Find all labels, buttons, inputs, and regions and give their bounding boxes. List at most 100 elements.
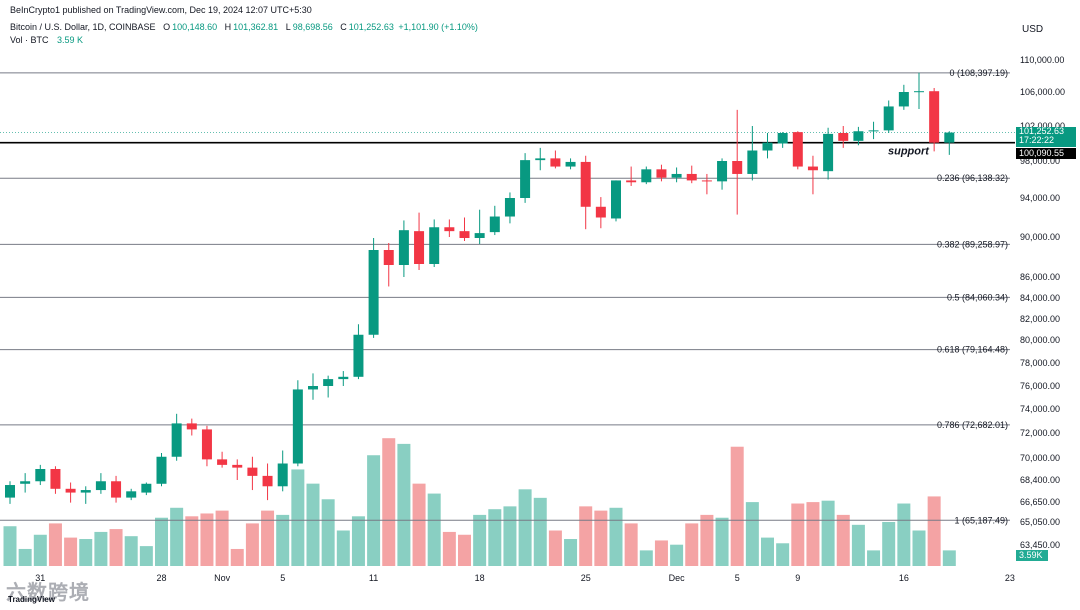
last-price-tag: 101,252.63 17:22:22 <box>1016 127 1076 147</box>
candle-body <box>580 161 591 207</box>
volume-bar <box>33 534 47 566</box>
volume-bar <box>382 438 396 566</box>
change-value: +1,101.90 (+1.10%) <box>398 22 478 32</box>
volume-bar <box>639 550 653 566</box>
support-price-tag: 100,090.55 <box>1016 148 1076 159</box>
volume-bar <box>261 510 275 566</box>
volume-value: 3.59 K <box>57 35 84 45</box>
candle-body <box>201 429 212 460</box>
volume-bar <box>533 497 547 566</box>
y-axis-tick-label: 66,650.00 <box>1020 497 1060 507</box>
candle-body <box>868 130 879 132</box>
volume-bar <box>336 530 350 566</box>
candle-body <box>383 250 394 265</box>
y-axis-tick-label: 94,000.00 <box>1020 193 1060 203</box>
candle-body <box>626 180 637 183</box>
volume-bar <box>670 544 684 566</box>
x-axis-tick-label: 5 <box>735 573 740 583</box>
high-value: 101,362.81 <box>233 22 279 32</box>
candle-body <box>80 490 91 493</box>
candle-body <box>489 216 500 233</box>
candle-body <box>838 133 849 141</box>
volume-bar <box>579 506 593 566</box>
volume-bar <box>624 523 638 566</box>
candle-body <box>50 469 61 489</box>
y-axis-tick-label: 90,000.00 <box>1020 232 1060 242</box>
volume-bar <box>548 530 562 566</box>
candle-body <box>111 481 122 498</box>
volume-bar <box>367 455 381 566</box>
tradingview-logo: TradingView <box>8 595 55 604</box>
volume-bar <box>79 539 93 566</box>
candle-body <box>141 483 152 493</box>
candle-body <box>504 198 515 217</box>
volume-bar <box>851 524 865 566</box>
candle-body <box>20 481 31 484</box>
volume-bar <box>427 493 441 566</box>
y-axis-tick-label: 84,000.00 <box>1020 293 1060 303</box>
candle-body <box>186 423 197 430</box>
candle-body <box>641 169 652 183</box>
y-axis-tick-label: 70,000.00 <box>1020 453 1060 463</box>
volume-bar <box>155 517 168 566</box>
candle-body <box>95 481 106 491</box>
volume-bar <box>170 507 184 566</box>
volume-bar <box>18 548 32 566</box>
candle-body <box>217 459 228 465</box>
candle-body <box>414 231 425 264</box>
y-axis-tick-label: 78,000.00 <box>1020 358 1060 368</box>
candle-body <box>232 464 243 468</box>
x-axis-tick-label: 28 <box>156 573 166 583</box>
volume-bar <box>821 500 835 566</box>
y-axis-tick-label: 98,000.00 <box>1020 156 1060 166</box>
candle-body <box>883 106 894 131</box>
candle-body <box>247 467 258 476</box>
x-axis-tick-label: 11 <box>369 573 378 583</box>
candle-body <box>474 233 485 238</box>
candle-body <box>792 132 803 167</box>
y-axis-tick-label: 63,450.00 <box>1020 540 1060 550</box>
close-label: C <box>340 22 347 32</box>
candle-body <box>353 334 364 377</box>
volume-bar <box>745 502 759 566</box>
volume-label[interactable]: Vol · BTC <box>10 35 49 45</box>
candle-body <box>671 173 682 178</box>
last-price-value: 101,252.63 <box>1019 126 1065 136</box>
candle-body <box>686 173 697 181</box>
volume-bar <box>806 502 820 566</box>
volume-bar <box>761 537 774 566</box>
fib-label: 0.5 (84,060.34) <box>947 292 1008 302</box>
y-axis-tick-label: 74,000.00 <box>1020 404 1060 414</box>
symbol-title[interactable]: Bitcoin / U.S. Dollar, 1D, COINBASE <box>10 22 156 32</box>
candle-body <box>550 158 561 167</box>
x-axis-tick-label: Dec <box>669 573 686 583</box>
volume-bar <box>245 523 259 566</box>
candle-body <box>929 91 940 143</box>
volume-bar <box>715 517 729 566</box>
volume-bar <box>518 489 532 566</box>
low-label: L <box>285 22 291 32</box>
candle-body <box>914 91 924 93</box>
currency-label[interactable]: USD <box>1022 24 1044 35</box>
volume-bar <box>200 513 214 566</box>
y-axis-tick-label: 106,000.00 <box>1020 87 1065 97</box>
volume-bar <box>185 516 199 566</box>
candle-body <box>944 132 955 143</box>
volume-bar <box>730 446 744 566</box>
candle-body <box>65 488 76 493</box>
y-axis-tick-label: 80,000.00 <box>1020 335 1060 345</box>
x-axis-tick-label: 31 <box>35 573 45 583</box>
candle-body <box>368 250 379 335</box>
x-axis-tick-label: 5 <box>280 573 285 583</box>
volume-bar <box>942 550 956 566</box>
candle-body <box>338 376 349 380</box>
candle-body <box>656 169 667 178</box>
volume-bar <box>700 514 714 566</box>
volume-bar <box>458 534 471 566</box>
volume-bar <box>397 443 411 566</box>
volume-bar <box>48 523 62 566</box>
volume-bar <box>897 503 911 566</box>
y-axis-tick-label: 68,400.00 <box>1020 475 1060 485</box>
candle-body <box>898 92 909 107</box>
